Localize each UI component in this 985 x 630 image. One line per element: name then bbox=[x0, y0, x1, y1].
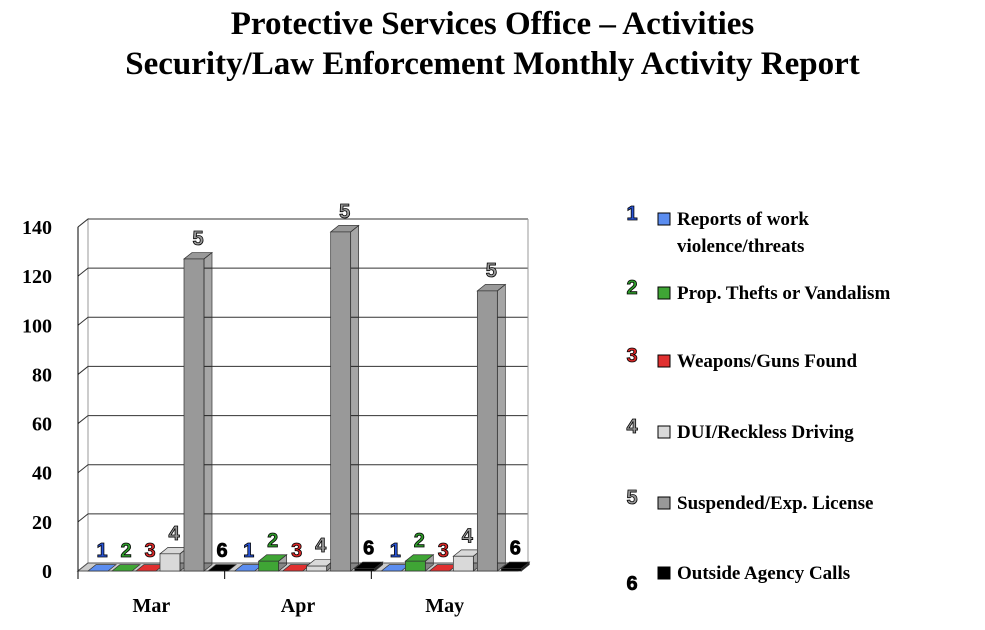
legend-swatch-1 bbox=[657, 212, 671, 226]
data-label: 4 bbox=[168, 523, 180, 545]
y-tick-label: 80 bbox=[32, 364, 52, 386]
data-label: 6 bbox=[510, 538, 521, 560]
legend-swatch-2 bbox=[657, 286, 671, 300]
legend-number: 3 bbox=[626, 345, 637, 367]
bar-2-Apr bbox=[258, 560, 280, 572]
bar-5-May bbox=[476, 290, 498, 572]
gridline bbox=[77, 464, 528, 474]
gridline bbox=[77, 267, 528, 277]
chart-title: Protective Services Office – Activities … bbox=[0, 4, 985, 84]
data-label: 6 bbox=[363, 538, 374, 560]
data-label: 6 bbox=[216, 540, 227, 562]
legend-number: 4 bbox=[626, 416, 638, 438]
bar-top-6 bbox=[207, 564, 237, 572]
y-tick-label: 100 bbox=[22, 315, 52, 337]
data-label: 1 bbox=[390, 540, 401, 562]
bar-4-May bbox=[452, 555, 474, 572]
legend-swatch-6 bbox=[657, 566, 671, 580]
bar-side-2 bbox=[278, 554, 288, 572]
y-tick-label: 120 bbox=[22, 266, 52, 288]
bar-side-5 bbox=[203, 251, 213, 572]
data-label: 1 bbox=[96, 540, 107, 562]
title-line-1: Protective Services Office – Activities bbox=[230, 6, 755, 42]
gridline bbox=[77, 316, 528, 326]
data-label: 2 bbox=[414, 530, 425, 552]
bar-5-Mar bbox=[183, 258, 205, 572]
data-label: 5 bbox=[339, 201, 350, 223]
legend-number: 6 bbox=[626, 573, 637, 595]
legend-label: Reports of work bbox=[677, 209, 809, 230]
legend-swatch-4 bbox=[657, 425, 671, 439]
bar-5-Apr bbox=[330, 231, 352, 572]
y-tick-label: 140 bbox=[22, 217, 52, 239]
legend-label: DUI/Reckless Driving bbox=[677, 422, 854, 443]
y-tick-label: 20 bbox=[32, 512, 52, 534]
data-label: 4 bbox=[462, 525, 474, 547]
data-label: 1 bbox=[243, 540, 254, 562]
legend-number: 1 bbox=[626, 203, 637, 225]
legend-label: Suspended/Exp. License bbox=[677, 493, 873, 514]
bar-top-2 bbox=[111, 564, 141, 572]
gridline bbox=[77, 415, 528, 424]
bar-top-1 bbox=[87, 564, 117, 572]
bar-4-Mar bbox=[159, 553, 181, 572]
data-label: 4 bbox=[315, 535, 327, 557]
data-label: 3 bbox=[438, 540, 449, 562]
legend-number: 5 bbox=[626, 487, 637, 509]
legend-label: Weapons/Guns Found bbox=[677, 351, 857, 372]
y-tick-label: 0 bbox=[42, 561, 52, 583]
legend-swatch-5 bbox=[657, 496, 671, 510]
x-tick-label: Mar bbox=[132, 595, 170, 617]
data-label: 3 bbox=[144, 540, 155, 562]
legend-number: 2 bbox=[626, 277, 637, 299]
y-tick-label: 40 bbox=[32, 463, 52, 485]
legend-label: Prop. Thefts or Vandalism bbox=[677, 283, 890, 304]
x-tick-label: May bbox=[425, 595, 464, 617]
bar-4-Apr bbox=[306, 565, 328, 572]
gridline bbox=[77, 218, 528, 228]
bar-side-6 bbox=[520, 561, 530, 572]
legend-swatch-3 bbox=[657, 354, 671, 368]
data-label: 2 bbox=[267, 530, 278, 552]
bar-2-May bbox=[404, 560, 426, 572]
bar-side-5 bbox=[496, 283, 506, 572]
data-label: 5 bbox=[486, 260, 497, 282]
gridline bbox=[77, 365, 528, 375]
bar-6-Apr bbox=[354, 568, 376, 572]
data-label: 3 bbox=[291, 540, 302, 562]
bar-6-May bbox=[500, 568, 522, 572]
data-label: 5 bbox=[192, 228, 203, 250]
legend-label: Outside Agency Calls bbox=[677, 563, 850, 584]
legend-label: violence/threats bbox=[677, 236, 804, 257]
x-tick-label: Apr bbox=[281, 595, 316, 617]
bar-side-6 bbox=[374, 561, 384, 572]
gridline bbox=[77, 513, 528, 523]
y-tick-label: 60 bbox=[32, 414, 52, 436]
title-line-2: Security/Law Enforcement Monthly Activit… bbox=[125, 46, 860, 82]
data-label: 2 bbox=[120, 540, 131, 562]
bar-side-2 bbox=[424, 554, 434, 572]
bar-side-5 bbox=[350, 224, 360, 572]
